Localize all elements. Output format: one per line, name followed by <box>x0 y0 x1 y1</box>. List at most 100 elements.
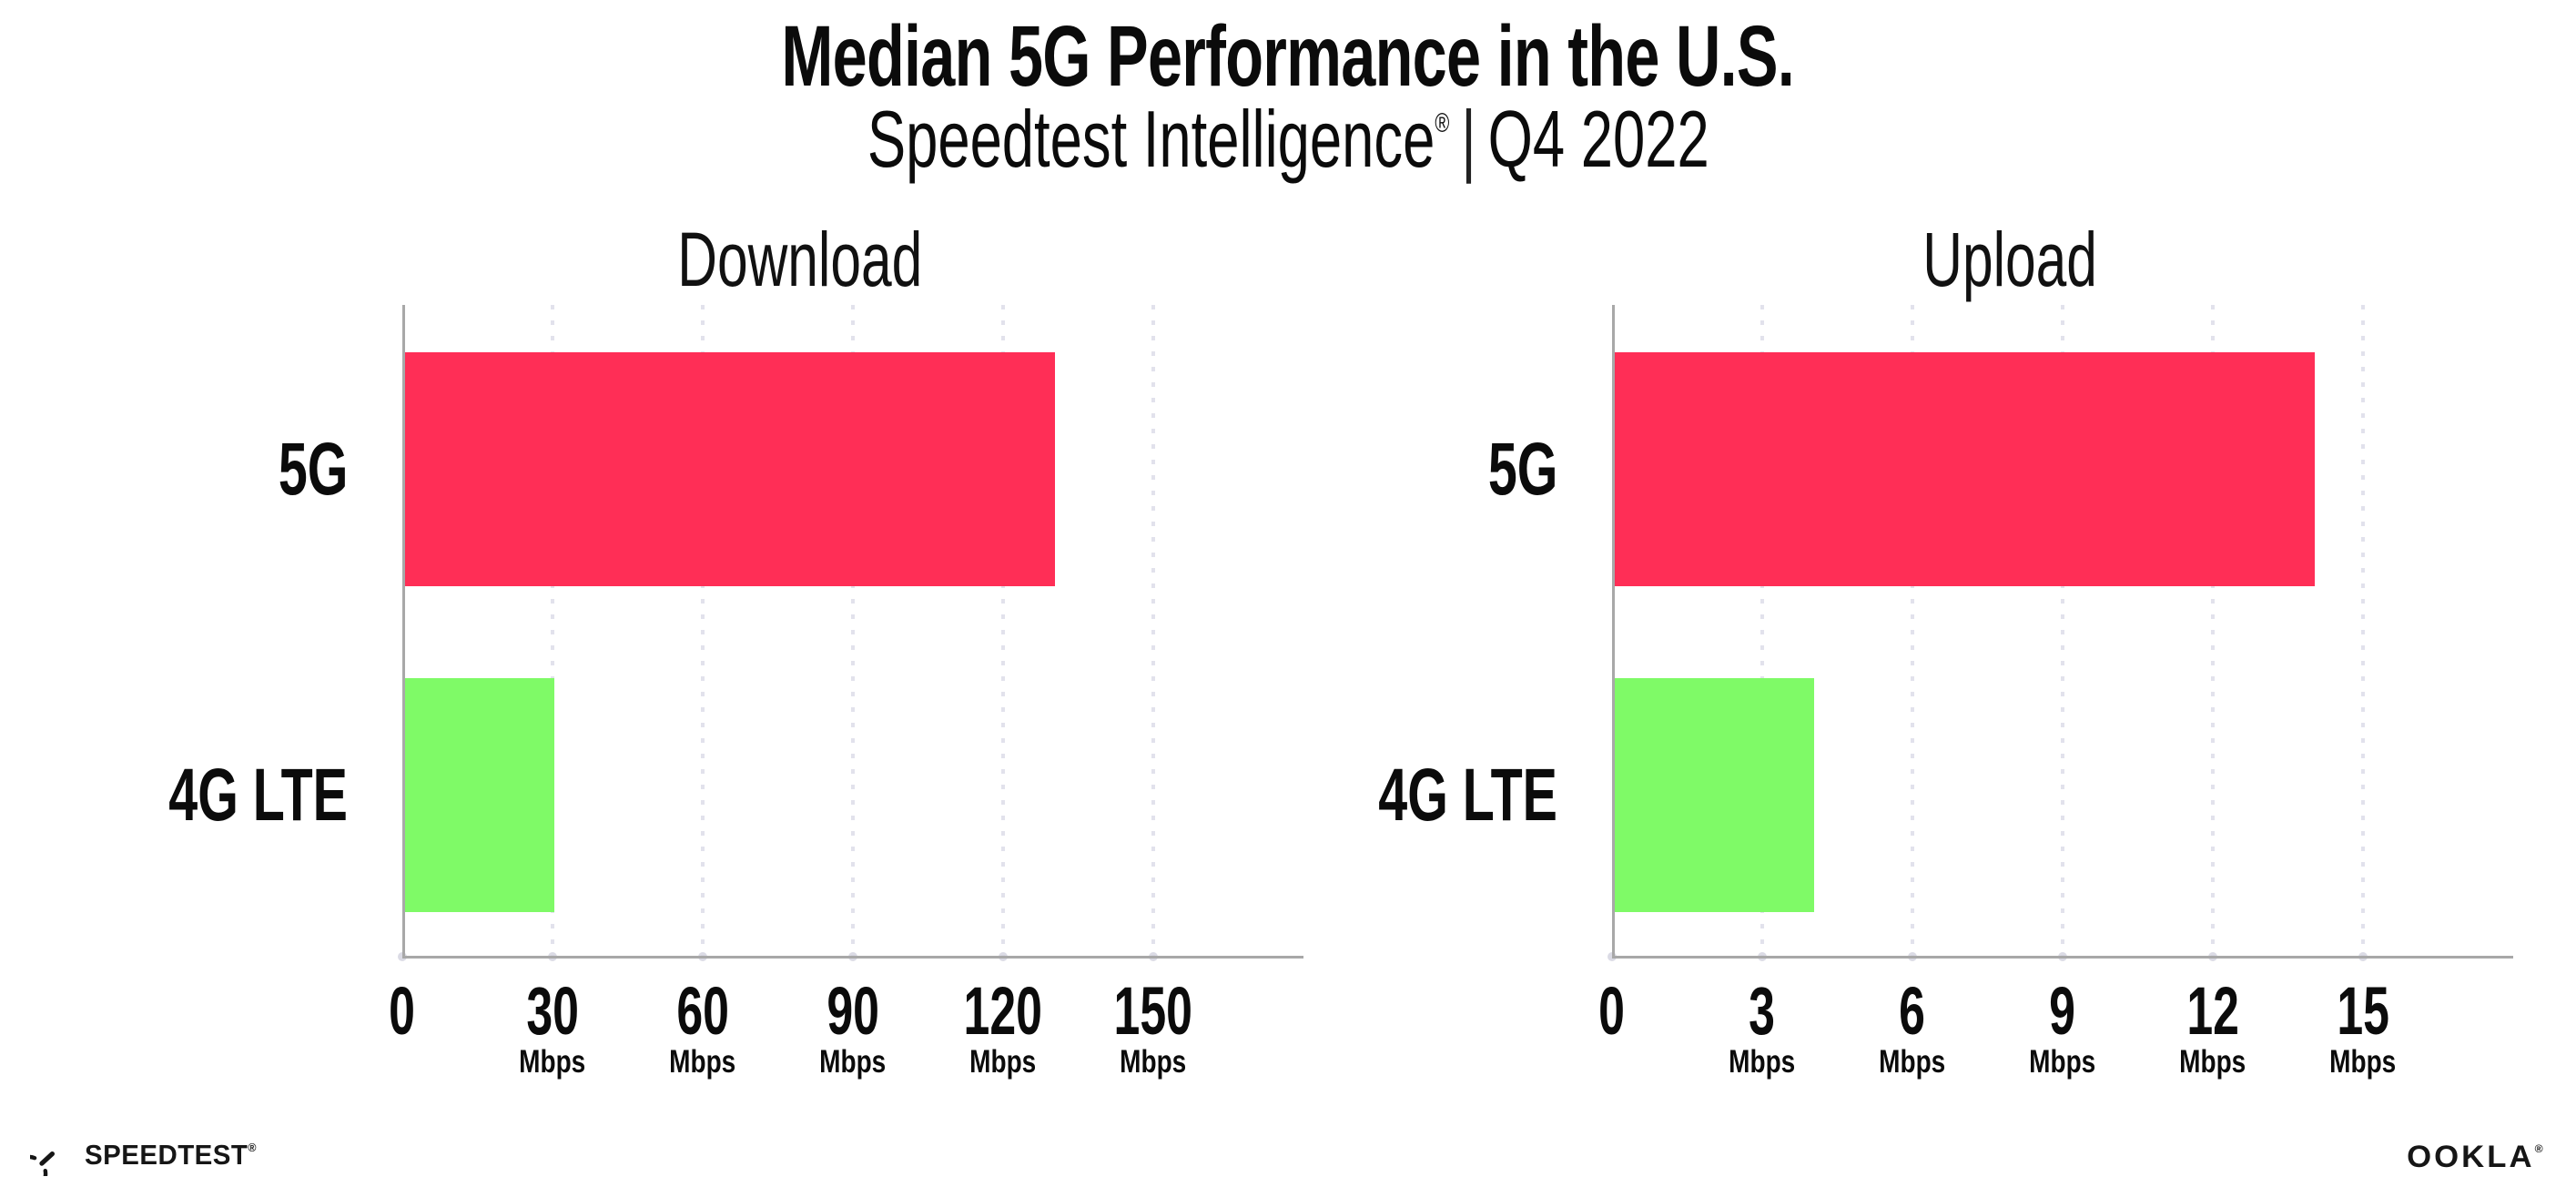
tick-label-group: 150 Mbps <box>1053 973 1253 1080</box>
tick-label-group: 3 Mbps <box>1662 973 1862 1080</box>
tick-unit-text: Mbps <box>1729 1044 1796 1080</box>
page-subtitle-text: Speedtest Intelligence® | Q4 2022 <box>867 93 1709 186</box>
tick-number: 3 <box>1662 973 1862 1049</box>
registered-mark: ® <box>1435 108 1449 138</box>
tick-number: 0 <box>302 973 502 1049</box>
tick-label-group: 12 Mbps <box>2113 973 2313 1080</box>
speedtest-logo: SPEEDTEST® <box>30 1132 266 1178</box>
speedtest-registered-mark: ® <box>248 1141 257 1154</box>
gridline <box>851 305 855 959</box>
tick-unit: Mbps <box>452 1044 653 1080</box>
chart-subtitle-upload: Upload <box>1555 216 2465 304</box>
x-axis-line <box>402 956 1303 959</box>
subtitle-divider: | <box>1460 94 1476 184</box>
gridline <box>701 305 705 959</box>
chart-panel-upload: Upload 5G 4G LTE 0 3 Mbps 6 Mbps 9 Mbps 12 Mbps 15 Mb… <box>1378 217 2513 1080</box>
tick-unit: Mbps <box>1662 1044 1862 1080</box>
chart-subtitle-text: Download <box>677 217 923 302</box>
tick-number-text: 30 <box>526 973 579 1049</box>
bar-4g-lte <box>1614 678 1814 912</box>
gridline <box>1911 305 1914 959</box>
y-axis-line <box>402 305 405 959</box>
tick-unit: Mbps <box>2113 1044 2313 1080</box>
tick-label-group: 90 Mbps <box>753 973 953 1080</box>
tick-number: 150 <box>1053 973 1253 1049</box>
page-title-text: Median 5G Performance in the U.S. <box>781 8 1795 105</box>
tick-number: 15 <box>2263 973 2463 1049</box>
chart-subtitle-download: Download <box>345 216 1255 304</box>
tick-number: 30 <box>452 973 653 1049</box>
ookla-registered-mark: ® <box>2534 1142 2543 1155</box>
category-label-text: 5G <box>278 427 348 511</box>
gridline <box>2061 305 2064 959</box>
gridline <box>551 305 554 959</box>
tick-number-text: 0 <box>1598 973 1626 1049</box>
tick-number-text: 60 <box>676 973 729 1049</box>
page-title: Median 5G Performance in the U.S. <box>0 7 2576 107</box>
category-label: 4G LTE <box>1193 754 1557 837</box>
tick-unit: Mbps <box>903 1044 1103 1080</box>
tick-number-text: 9 <box>2049 973 2076 1049</box>
y-axis-line <box>1612 305 1615 959</box>
ookla-logo: OOKLA® <box>2407 1140 2543 1175</box>
bar-5g <box>404 352 1055 586</box>
tick-unit-text: Mbps <box>519 1044 586 1080</box>
ookla-wordmark: OOKLA® <box>2407 1140 2543 1175</box>
gridline <box>1151 305 1155 959</box>
tick-unit: Mbps <box>753 1044 953 1080</box>
speedtest-label: SPEEDTEST <box>85 1139 248 1171</box>
bar-4g-lte <box>404 678 554 912</box>
tick-number-text: 150 <box>1113 973 1193 1049</box>
chart-subtitle-text: Upload <box>1922 217 2097 302</box>
tick-unit-text: Mbps <box>969 1044 1037 1080</box>
speedtest-gauge-icon <box>30 1151 56 1176</box>
category-label-text: 4G LTE <box>168 753 348 837</box>
category-label-text: 5G <box>1487 427 1557 511</box>
tick-number: 120 <box>903 978 1103 1045</box>
tick-label-group: 120 Mbps <box>903 978 1103 1080</box>
tick-number: 6 <box>1812 973 2013 1049</box>
tick-number-text: 6 <box>1899 973 1926 1049</box>
gridline <box>1001 305 1005 959</box>
tick-number: 90 <box>753 973 953 1049</box>
tick-number: 12 <box>2113 973 2313 1049</box>
subtitle-period: Q4 2022 <box>1487 94 1709 184</box>
tick-label-group: 0 <box>1512 973 1712 1080</box>
tick-label-group: 60 Mbps <box>603 973 803 1080</box>
subtitle-brand: Speedtest Intelligence <box>867 94 1435 184</box>
tick-unit: Mbps <box>1962 1044 2163 1080</box>
tick-number: 0 <box>1512 973 1712 1049</box>
tick-unit-text: Mbps <box>819 1044 887 1080</box>
tick-unit-text: Mbps <box>1120 1044 1187 1080</box>
tick-label-group: 0 <box>302 973 502 1080</box>
bar-5g <box>1614 352 2315 586</box>
tick-number-text: 3 <box>1749 973 1776 1049</box>
category-label: 5G <box>0 428 348 512</box>
tick-unit-text: Mbps <box>2329 1044 2397 1080</box>
tick-unit: Mbps <box>1053 1044 1253 1080</box>
tick-number-text: 15 <box>2337 973 2389 1049</box>
chart-panel-download: Download 5G 4G LTE 0 30 Mbps 60 Mbps 90 Mbps 120 Mb… <box>168 217 1303 1080</box>
category-label: 5G <box>1193 428 1557 512</box>
tick-number-text: 90 <box>827 973 879 1049</box>
tick-unit-text: Mbps <box>669 1044 736 1080</box>
tick-label-group: 15 Mbps <box>2263 973 2463 1080</box>
category-label: 4G LTE <box>0 754 348 837</box>
gridline <box>2361 305 2365 959</box>
tick-unit-text: Mbps <box>2029 1044 2096 1080</box>
tick-number: 60 <box>603 973 803 1049</box>
tick-unit-text: Mbps <box>1879 1044 1946 1080</box>
x-axis-line <box>1612 956 2513 959</box>
tick-label-group: 6 Mbps <box>1812 973 2013 1080</box>
tick-number-text: 12 <box>2186 973 2239 1049</box>
tick-label-group: 30 Mbps <box>452 973 653 1080</box>
speedtest-wordmark: SPEEDTEST® <box>85 1139 257 1172</box>
tick-label-group: 9 Mbps <box>1962 973 2163 1080</box>
tick-unit: Mbps <box>603 1044 803 1080</box>
page-subtitle: Speedtest Intelligence® | Q4 2022 <box>0 93 2576 186</box>
ookla-label: OOKLA <box>2407 1140 2535 1174</box>
gridline <box>1760 305 1764 959</box>
tick-number-text: 0 <box>389 973 416 1049</box>
tick-unit: Mbps <box>1812 1044 2013 1080</box>
